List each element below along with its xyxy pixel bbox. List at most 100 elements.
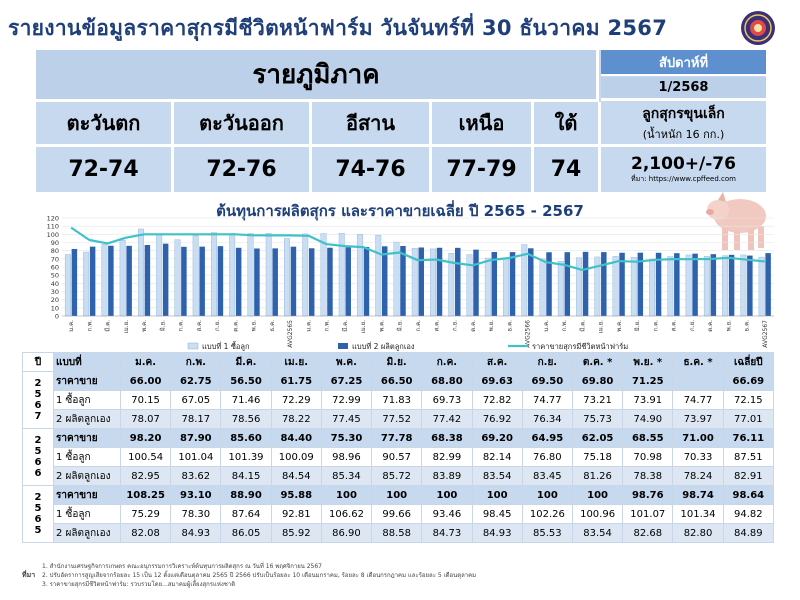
table-cell: 82.91 bbox=[722, 466, 775, 486]
legend-label-self-breed: แบบที่ 2 ผลิตลูกเอง bbox=[352, 341, 415, 351]
bar-buy-piglet bbox=[174, 239, 181, 317]
table-cell: 66.69 bbox=[722, 371, 775, 391]
table-header-row: ปี แบบที่ ม.ค. ก.พ. มี.ค. เม.ย. พ.ค. มิ.ย. ก.ค. ส… bbox=[22, 352, 775, 372]
table-cell: 77.52 bbox=[371, 409, 423, 429]
table-cell: 76.11 bbox=[722, 428, 775, 448]
table-cell: 68.80 bbox=[421, 371, 473, 391]
table-row: 2 ผลิตลูกเอง 82.08 84.93 86.05 85.92 86.90 88.… bbox=[23, 523, 775, 543]
bar-self-breed bbox=[692, 253, 698, 316]
table-cell: 84.40 bbox=[270, 428, 322, 448]
table-cell: 69.73 bbox=[421, 390, 473, 410]
region-price-east: 72-76 bbox=[174, 147, 312, 192]
y-tick-label: 100 bbox=[47, 231, 59, 239]
bar-buy-piglet bbox=[539, 258, 546, 317]
x-tick-label: เม.ย. bbox=[123, 320, 130, 333]
table-cell: 87.64 bbox=[220, 504, 272, 524]
column-header: เฉลี่ยปี bbox=[722, 352, 775, 372]
bar-self-breed bbox=[199, 246, 205, 316]
table-cell: 77.78 bbox=[371, 428, 423, 448]
table-cell: 73.91 bbox=[622, 390, 674, 410]
data-table: ปี แบบที่ ม.ค. ก.พ. มี.ค. เม.ย. พ.ค. มิ.ย. ก.ค. ส… bbox=[22, 352, 775, 543]
y-tick-label: 20 bbox=[51, 296, 59, 304]
bar-self-breed bbox=[381, 246, 388, 316]
table-cell: 86.05 bbox=[220, 523, 272, 543]
column-header: ส.ค. bbox=[471, 352, 523, 372]
x-tick-label: ธ.ค. bbox=[744, 320, 751, 332]
table-cell: 98.76 bbox=[622, 485, 674, 505]
x-tick-label: มิ.ย. bbox=[397, 320, 404, 331]
bar-self-breed bbox=[564, 252, 571, 316]
table-cell: 70.15 bbox=[119, 390, 172, 410]
table-cell: 67.05 bbox=[170, 390, 222, 410]
x-tick-label: ม.ค. bbox=[68, 320, 75, 332]
row-label: ราคาขาย bbox=[53, 428, 121, 448]
table-cell: 100.09 bbox=[270, 447, 322, 467]
region-price-south: 74 bbox=[534, 147, 601, 192]
column-header: มิ.ย. bbox=[371, 352, 423, 372]
bar-self-breed bbox=[327, 247, 333, 316]
table-cell: 101.04 bbox=[170, 447, 222, 467]
x-tick-label: ส.ค. bbox=[433, 320, 440, 332]
table-cell: 68.55 bbox=[622, 428, 674, 448]
column-header: ก.พ. bbox=[170, 352, 222, 372]
row-label: 1 ซื้อลูก bbox=[53, 447, 121, 467]
x-tick-label: ก.ย. bbox=[214, 320, 221, 331]
table-cell: 74.77 bbox=[672, 390, 724, 410]
table-cell: 83.62 bbox=[170, 466, 222, 486]
x-tick-label: พ.ค. bbox=[378, 320, 385, 332]
bar-self-breed bbox=[89, 246, 96, 316]
chart-title: ต้นทุนการผลิตสุกร และราคาขายเฉลี่ย ปี 25… bbox=[216, 202, 584, 220]
table-cell: 61.75 bbox=[270, 371, 322, 391]
bar-self-breed bbox=[108, 245, 114, 316]
table-cell: 98.20 bbox=[119, 428, 172, 448]
row-label: 2 ผลิตลูกเอง bbox=[53, 409, 121, 429]
bar-buy-piglet bbox=[302, 233, 309, 317]
row-label: 1 ซื้อลูก bbox=[53, 504, 121, 524]
table-cell: 75.73 bbox=[571, 409, 624, 429]
y-tick-label: 80 bbox=[51, 247, 59, 255]
x-tick-label: AVG2566 bbox=[525, 320, 532, 348]
bar-buy-piglet bbox=[667, 256, 674, 317]
table-cell: 93.10 bbox=[170, 485, 222, 505]
table-cell: 82.08 bbox=[119, 523, 172, 543]
region-price-north: 77-79 bbox=[432, 147, 534, 192]
column-header: เม.ย. bbox=[270, 352, 322, 372]
table-cell: 85.92 bbox=[270, 523, 322, 543]
table-cell: 67.25 bbox=[320, 371, 373, 391]
column-header: พ.ค. bbox=[320, 352, 373, 372]
bar-self-breed bbox=[418, 247, 424, 316]
y-tick-label: 110 bbox=[47, 223, 59, 231]
bar-self-breed bbox=[436, 247, 443, 316]
bar-buy-piglet bbox=[630, 257, 637, 317]
bar-self-breed bbox=[308, 248, 315, 316]
piglet-price-cell: 2,100+/-76 ที่มา: https://www.cpffeed.co… bbox=[601, 147, 766, 192]
table-cell: 82.99 bbox=[421, 447, 473, 467]
x-tick-label: ก.ค. bbox=[178, 320, 185, 332]
table-cell: 85.34 bbox=[320, 466, 373, 486]
table-row: 2 ผลิตลูกเอง 82.95 83.62 84.15 84.54 85.34 85.… bbox=[23, 466, 775, 486]
table-row: 2 5 6 7 ราคาขาย 66.00 62.75 56.50 61.75 67.25 66.5… bbox=[22, 371, 775, 429]
x-tick-label: มี.ค. bbox=[578, 320, 586, 332]
table-cell: 69.80 bbox=[571, 371, 624, 391]
bar-self-breed bbox=[455, 247, 461, 316]
table-cell: 85.72 bbox=[371, 466, 423, 486]
bar-self-breed bbox=[601, 252, 607, 316]
row-label: ราคาขาย bbox=[53, 485, 121, 505]
y-tick-label: 50 bbox=[51, 272, 59, 280]
y-tick-label: 0 bbox=[55, 313, 59, 321]
legend-label-live-price: ราคาขายสุกรมีชีวิตหน้าฟาร์ม bbox=[532, 342, 628, 351]
x-tick-label: เม.ย. bbox=[360, 320, 367, 333]
x-tick-label: พ.ค. bbox=[616, 320, 623, 332]
row-label: 1 ซื้อลูก bbox=[53, 390, 121, 410]
bar-self-breed bbox=[473, 249, 479, 316]
table-cell: 94.82 bbox=[722, 504, 775, 524]
legend-swatch-buy-piglet bbox=[187, 342, 199, 350]
column-header: มี.ค. bbox=[220, 352, 272, 372]
x-tick-label: มี.ค. bbox=[104, 320, 112, 332]
table-cell: 75.29 bbox=[119, 504, 172, 524]
table-cell: 85.60 bbox=[220, 428, 272, 448]
table-row: 1 ซื้อลูก 100.54 101.04 101.39 100.09 98.96 90… bbox=[23, 447, 775, 467]
region-price-northeast: 74-76 bbox=[312, 147, 432, 192]
